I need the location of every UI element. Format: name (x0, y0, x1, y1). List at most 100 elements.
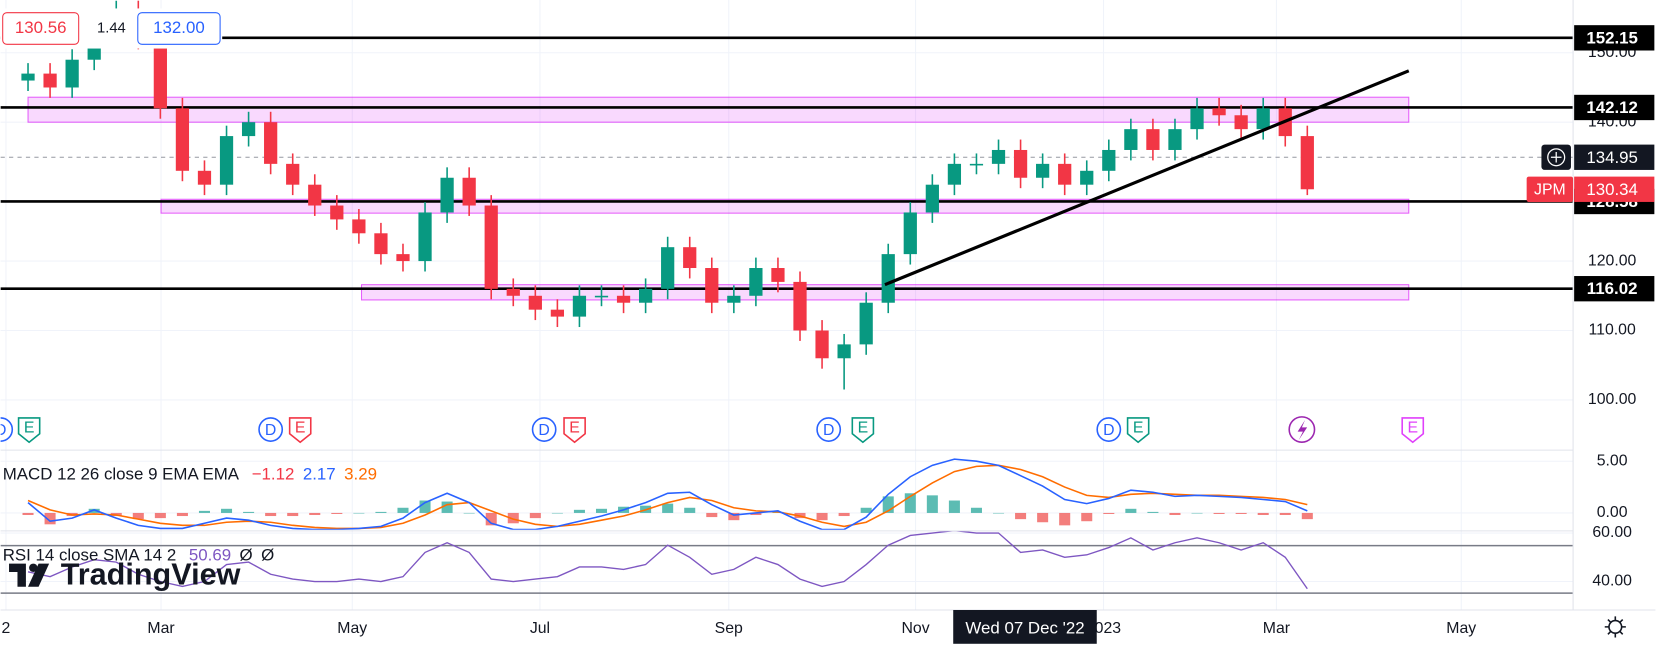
earnings-event (1401, 417, 1425, 444)
histogram-bar (1191, 512, 1203, 514)
signal-line (27, 464, 1308, 530)
candle-body (991, 149, 1006, 164)
legend-value: 3.29 (344, 464, 377, 483)
histogram-bar (441, 501, 453, 513)
logo-dot (29, 563, 38, 573)
candle-body (705, 268, 719, 303)
candle-body (572, 295, 587, 317)
histogram-bar (1059, 512, 1071, 526)
x-tick-label: 2 (2, 620, 11, 637)
y-tick-label: 5.00 (1597, 452, 1628, 469)
event-label: E (569, 420, 580, 437)
candle-body (197, 170, 212, 185)
crosshair-price-box (1574, 144, 1655, 170)
event-label: D (538, 422, 549, 439)
histogram-bar (573, 509, 585, 513)
watermark: TradingView (61, 557, 241, 591)
crosshair-date: Wed 07 Dec '22 (965, 618, 1084, 637)
candle-body (264, 122, 278, 164)
logo-mark (9, 563, 26, 587)
event-label: E (858, 420, 869, 437)
histogram-bar (88, 508, 100, 513)
candle-body (175, 108, 190, 171)
candle-body (65, 59, 79, 88)
candle-body (969, 163, 984, 166)
candle-body (859, 302, 873, 345)
histogram-bar (221, 508, 233, 513)
candle-body (219, 136, 234, 185)
histogram-bar (309, 512, 321, 516)
legend-value: Ø (240, 546, 253, 565)
candle-body (1256, 108, 1270, 130)
candle-body (903, 212, 917, 255)
histogram-bar (375, 511, 387, 513)
candle-body (1190, 108, 1204, 130)
candle-body (308, 184, 322, 206)
histogram-bar (595, 508, 608, 513)
histogram-bar (1257, 512, 1269, 516)
histogram-bar (1279, 512, 1291, 516)
histogram-bar (816, 512, 828, 521)
candle-body (528, 295, 542, 310)
y-tick-label: 60.00 (1592, 524, 1632, 541)
histogram-bar (265, 512, 277, 517)
x-tick-label: Mar (147, 620, 175, 637)
price-pane: DEDEDEDEDEE (0, 0, 1574, 444)
candle-body (749, 268, 763, 296)
bid-box[interactable] (2, 12, 80, 45)
candle-body (1058, 163, 1072, 185)
histogram-bar (419, 500, 431, 513)
crosshair-plus (1547, 148, 1566, 167)
x-tick-label: Nov (902, 620, 930, 637)
candle-body (727, 295, 741, 303)
histogram-bar (970, 507, 982, 513)
earnings-event (563, 417, 586, 444)
earnings-event (1126, 417, 1150, 444)
ask-box[interactable] (137, 12, 221, 45)
lightning-icon (1297, 420, 1308, 441)
histogram-bar (1213, 512, 1225, 514)
last-price: 130.34 (1586, 180, 1638, 199)
histogram-bar (948, 500, 960, 513)
settings-icon[interactable] (1604, 616, 1626, 638)
candle-body (418, 212, 432, 262)
histogram-bar (993, 512, 1005, 514)
histogram-bar (882, 496, 894, 513)
symbol-label: JPM (1534, 182, 1566, 199)
histogram-bar (1301, 512, 1313, 520)
candle-body (1168, 129, 1182, 150)
candle-body (815, 330, 829, 359)
candle-body (330, 205, 344, 220)
histogram-bar (132, 512, 144, 520)
macd-pane (22, 458, 1313, 530)
histogram-bar (198, 510, 210, 513)
candle-body (396, 254, 410, 262)
histogram-bar (1015, 512, 1027, 520)
candle-body (153, 38, 167, 109)
legend-value: 2.17 (303, 464, 336, 483)
last-price-box (1574, 176, 1655, 202)
candle-body (683, 247, 697, 269)
event-label: D (1103, 422, 1114, 439)
candle-body (1013, 149, 1028, 178)
level-label-box (1574, 276, 1655, 302)
candle-body (484, 205, 498, 289)
dividend-event (1096, 417, 1122, 442)
candle-body (43, 73, 57, 88)
indicator-title: MACD 12 26 close 9 EMA EMA (3, 464, 240, 483)
y-tick-label: 120.00 (1588, 252, 1637, 269)
histogram-bar (44, 512, 56, 525)
y-tick-label: 0.00 (1597, 504, 1628, 521)
earnings-event (288, 417, 312, 444)
histogram-bar (662, 503, 674, 513)
candle-body (1036, 163, 1050, 178)
histogram-bar (331, 512, 343, 514)
trendline (884, 69, 1410, 287)
candle-body (1234, 115, 1248, 130)
gear-teeth (1604, 616, 1626, 638)
level-label: 142.12 (1586, 98, 1638, 117)
candle-body (286, 163, 300, 185)
y-tick-label: 110.00 (1589, 322, 1636, 339)
